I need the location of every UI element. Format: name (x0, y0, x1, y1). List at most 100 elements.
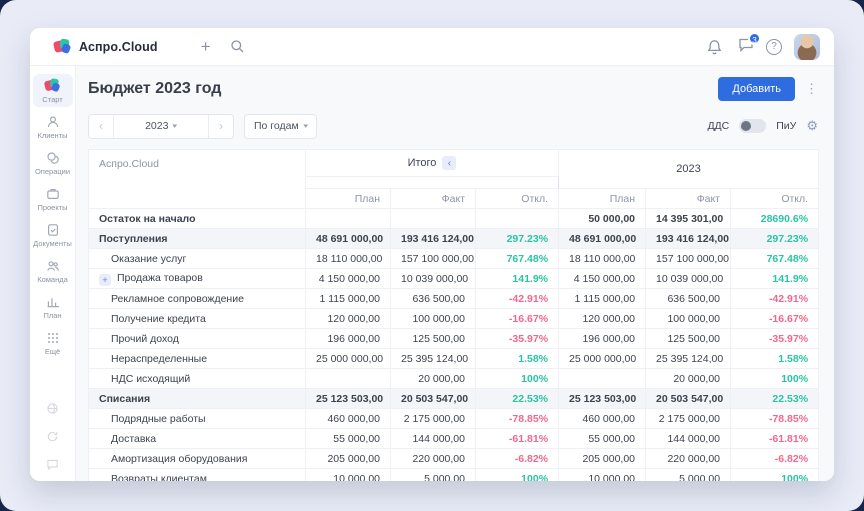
y2023-fakt-value: 193 416 124,00 (645, 228, 732, 249)
row-label: Прочий доход (111, 332, 179, 345)
brand[interactable]: Аспро.Cloud (52, 38, 158, 55)
y2023-plan-value: 4 150 000,00 (558, 268, 647, 289)
create-plus-icon[interactable]: + (194, 35, 218, 59)
next-year-button[interactable]: › (209, 114, 233, 138)
piu-label: ПиУ (776, 120, 797, 132)
period-select[interactable]: По годам ▾ (244, 113, 318, 139)
table-row-postupleniya[interactable]: Поступления 48 691 000,00 193 416 124,00 29… (88, 228, 820, 249)
y2023-plan-value: 1 115 000,00 (558, 288, 647, 309)
sidebar-item-label: Старт (42, 95, 63, 104)
add-button[interactable]: Добавить (718, 76, 795, 101)
table-row-prodazha-tovarov[interactable]: + Продажа товаров 4 150 000,00 10 039 000,0… (88, 268, 820, 289)
itogo-plan-value: 120 000,00 (305, 308, 391, 329)
table-row-prochij-dohod[interactable]: Прочий доход 196 000,00 125 500,00 -35.97% 1… (88, 328, 820, 349)
y2023-plan-value: 25 123 503,00 (558, 388, 647, 409)
y2023-plan-value: 25 000 000,00 (558, 348, 647, 369)
row-label: Получение кредита (111, 312, 206, 325)
sidebar-item-more[interactable]: Ещё (33, 326, 73, 359)
dds-piu-toggle[interactable] (739, 119, 767, 133)
itogo-plan-value: 18 110 000,00 (305, 248, 391, 269)
sidebar-item-label: Проекты (37, 203, 68, 212)
sidebar-item-team[interactable]: Команда (33, 254, 73, 287)
y2023-otkl-value: 28690.6% (730, 208, 820, 229)
y2023-fakt-value: 2 175 000,00 (645, 408, 732, 429)
itogo-fakt-value: 10 039 000,00 (390, 268, 476, 289)
prev-year-button[interactable]: ‹ (89, 114, 113, 138)
itogo-otkl-value: 297.23% (474, 228, 560, 249)
sidebar-item-projects[interactable]: Проекты (33, 182, 73, 215)
table-row-vozvraty-klientam[interactable]: Возвраты клиентам 10 000,00 5 000,00 100% 10… (88, 468, 820, 481)
filter-bar: ‹ 2023 ▾ › По годам ▾ ДДС ПиУ (88, 113, 818, 139)
y2023-plan-value: 10 000,00 (558, 468, 647, 481)
itogo-otkl-value: 1.58% (474, 348, 560, 369)
expand-plus-icon[interactable]: + (99, 273, 111, 286)
sidebar-item-label: Ещё (44, 347, 61, 356)
table-row-ostatok-na-nachalo[interactable]: Остаток на начало 50 000,00 14 395 301,00 2… (88, 208, 820, 229)
table-row-dostavka[interactable]: Доставка 55 000,00 144 000,00 -61.81% 55 000… (88, 428, 820, 449)
globe-icon[interactable] (46, 401, 59, 415)
chat-icon[interactable] (46, 457, 59, 471)
row-label: Оказание услуг (111, 252, 187, 265)
itogo-otkl-value: -16.67% (474, 308, 560, 329)
itogo-otkl-value: -78.85% (474, 408, 560, 429)
sidebar-item-operations[interactable]: Операции (33, 146, 73, 179)
sidebar-item-clients[interactable]: Клиенты (33, 110, 73, 143)
y2023-plan-value (558, 368, 647, 389)
projects-icon (46, 186, 60, 201)
row-label: Доставка (111, 432, 157, 445)
user-avatar[interactable] (794, 33, 820, 60)
messages-button[interactable]: 3 (738, 31, 761, 57)
period-select-value: По годам (254, 120, 299, 132)
table-row-poluchenie-kredita[interactable]: Получение кредита 120 000,00 100 000,00 -16… (88, 308, 820, 329)
itogo-fakt-value: 2 175 000,00 (390, 408, 476, 429)
row-label-cell: Рекламное сопровождение (88, 288, 306, 309)
row-label: Поступления (99, 232, 168, 245)
itogo-otkl-value: -61.81% (474, 428, 560, 449)
table-row-amortizaciya-oborudovaniya[interactable]: Амортизация оборудования 205 000,00 220 00… (88, 448, 820, 469)
table-row-podryadnye-raboty[interactable]: Подрядные работы 460 000,00 2 175 000,00 -7… (88, 408, 820, 429)
sidebar-footer-icons (46, 401, 59, 471)
table-row-spisaniya[interactable]: Списания 25 123 503,00 20 503 547,00 22.53%… (88, 388, 820, 409)
team-icon (46, 258, 60, 273)
col-header-itogo-plan: План (305, 188, 391, 209)
row-label-cell: Доставка (88, 428, 306, 449)
table-row-nds-ishodyashchij[interactable]: НДС исходящий 20 000,00 100% 20 000,00 100% (88, 368, 820, 389)
itogo-otkl-value: 767.48% (474, 248, 560, 269)
y2023-fakt-value: 25 395 124,00 (645, 348, 732, 369)
itogo-otkl-value: 100% (474, 468, 560, 481)
itogo-fakt-value: 636 500,00 (390, 288, 476, 309)
itogo-fakt-value: 220 000,00 (390, 448, 476, 469)
y2023-fakt-value: 144 000,00 (645, 428, 732, 449)
y2023-otkl-value: -61.81% (730, 428, 820, 449)
itogo-fakt-value: 157 100 000,00 (390, 248, 476, 269)
itogo-otkl-value: -42.91% (474, 288, 560, 309)
row-label: Остаток на начало (99, 212, 196, 225)
sidebar-item-documents[interactable]: Документы (33, 218, 73, 251)
plan-icon (46, 294, 60, 309)
refresh-icon[interactable] (46, 429, 59, 443)
notifications-bell-icon[interactable] (702, 35, 726, 59)
table-row-okazanie-uslug[interactable]: Оказание услуг 18 110 000,00 157 100 000,0… (88, 248, 820, 269)
itogo-fakt-value: 5 000,00 (390, 468, 476, 481)
y2023-fakt-value: 10 039 000,00 (645, 268, 732, 289)
search-icon[interactable] (226, 35, 250, 59)
itogo-plan-value: 196 000,00 (305, 328, 391, 349)
table-row-reklamnoe-soprovozhdenie[interactable]: Рекламное сопровождение 1 115 000,00 636 5… (88, 288, 820, 309)
itogo-fakt-value: 100 000,00 (390, 308, 476, 329)
row-label-cell: Подрядные работы (88, 408, 306, 429)
sidebar-item-plan[interactable]: План (33, 290, 73, 323)
y2023-otkl-value: -35.97% (730, 328, 820, 349)
sidebar-item-label: Команда (37, 275, 68, 284)
itogo-plan-value (305, 368, 391, 389)
settings-gear-icon[interactable]: ⚙ (806, 118, 818, 133)
table-row-neraspredelennye[interactable]: Нераспределенные 25 000 000,00 25 395 124,… (88, 348, 820, 369)
y2023-otkl-value: 767.48% (730, 248, 820, 269)
collapse-group-icon[interactable]: ‹ (442, 156, 457, 170)
help-icon[interactable]: ? (766, 38, 782, 55)
more-icon (46, 330, 60, 345)
more-menu-icon[interactable]: ⋮ (805, 80, 818, 96)
page-title: Бюджет 2023 год (88, 79, 222, 97)
sidebar-item-start[interactable]: Старт (32, 74, 73, 107)
year-select[interactable]: 2023 ▾ (113, 114, 209, 138)
table-corner-label: Аспро.Cloud (88, 149, 306, 209)
